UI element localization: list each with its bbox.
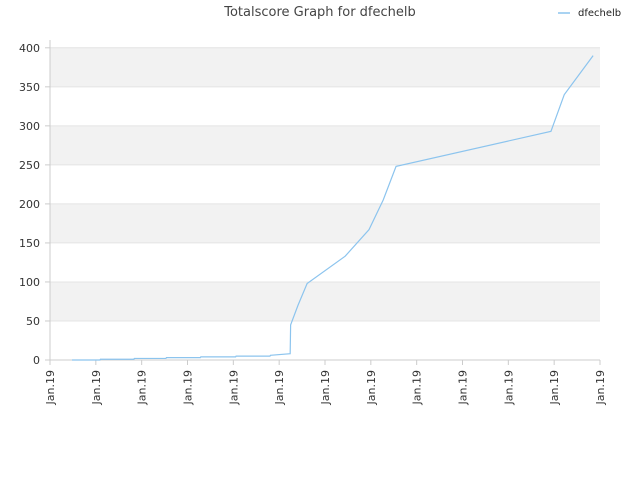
x-tick-label: Jan.19	[44, 370, 57, 405]
x-tick-label: Jan.19	[227, 370, 240, 405]
grid-band	[50, 281, 600, 321]
x-tick-label: Jan.19	[548, 370, 561, 405]
grid-band	[50, 125, 600, 165]
chart-title: Totalscore Graph for dfechelb	[223, 5, 416, 20]
x-tick-label: Jan.19	[411, 370, 424, 405]
y-tick-label: 400	[19, 42, 40, 55]
y-tick-label: 50	[26, 315, 40, 328]
y-tick-label: 200	[19, 198, 40, 211]
x-tick-label: Jan.19	[319, 370, 332, 405]
x-tick-label: Jan.19	[182, 370, 195, 405]
x-tick-label: Jan.19	[365, 370, 378, 405]
grid-band	[50, 47, 600, 87]
y-tick-label: 300	[19, 120, 40, 133]
y-tick-label: 100	[19, 276, 40, 289]
data-line	[72, 55, 594, 361]
y-tick-label: 0	[33, 354, 40, 367]
y-tick-label: 350	[19, 81, 40, 94]
legend-label: dfechelb	[578, 8, 621, 19]
x-tick-label: Jan.19	[136, 370, 149, 405]
x-tick-label: Jan.19	[90, 370, 103, 405]
y-tick-label: 250	[19, 159, 40, 172]
x-tick-label: Jan.19	[273, 370, 286, 405]
y-tick-label: 150	[19, 237, 40, 250]
grid-band	[50, 203, 600, 243]
x-tick-label: Jan.19	[502, 370, 515, 405]
x-tick-label: Jan.19	[457, 370, 470, 405]
x-tick-label: Jan.19	[594, 370, 607, 405]
